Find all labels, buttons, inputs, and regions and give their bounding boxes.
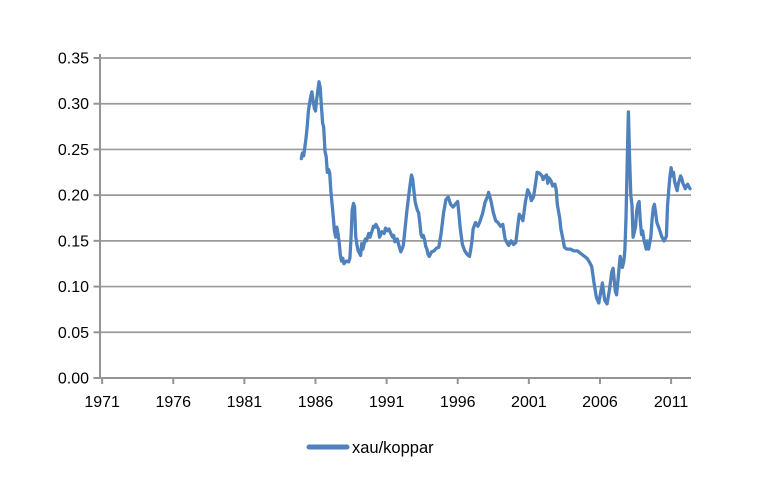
y-tick-label: 0.35 bbox=[58, 51, 89, 68]
x-tick-label: 1996 bbox=[440, 394, 476, 411]
x-tick-label: 1971 bbox=[84, 394, 120, 411]
x-tick-label: 2011 bbox=[654, 394, 689, 411]
y-tick-label: 0.20 bbox=[58, 188, 89, 205]
x-tick-label: 2006 bbox=[582, 394, 618, 411]
y-tick-label: 0.10 bbox=[58, 279, 89, 296]
y-tick-label: 0.30 bbox=[58, 96, 89, 113]
series-line bbox=[299, 80, 692, 306]
legend-label: xau/koppar bbox=[352, 439, 434, 457]
x-tick-label: 1976 bbox=[155, 394, 191, 411]
x-tick-label: 1986 bbox=[298, 394, 334, 411]
x-tick-label: 1981 bbox=[227, 394, 263, 411]
x-tick-label: 1991 bbox=[369, 394, 405, 411]
y-tick-label: 0.15 bbox=[58, 233, 89, 250]
y-tick-label: 0.25 bbox=[58, 142, 89, 159]
y-tick-label: 0.00 bbox=[58, 371, 89, 388]
x-tick-label: 2001 bbox=[511, 394, 547, 411]
y-tick-label: 0.05 bbox=[58, 325, 89, 342]
